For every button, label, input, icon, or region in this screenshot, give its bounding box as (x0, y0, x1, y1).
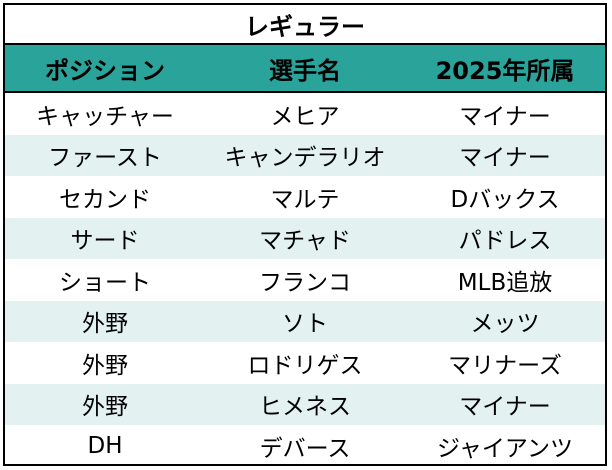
team-cell: Dバックス (450, 186, 560, 213)
position-cell: サード (70, 228, 140, 255)
table-title: レギュラー (5, 5, 605, 45)
player-cell: マルテ (270, 186, 340, 213)
table-row: 外野 ソト メッツ (5, 300, 605, 342)
player-cell: キャンデラリオ (224, 145, 386, 172)
column-header-team-2025: 2025年所属 (435, 56, 575, 85)
team-cell: ジャイアンツ (437, 435, 573, 462)
team-cell: マイナー (459, 103, 551, 130)
team-cell: メッツ (470, 311, 540, 338)
player-cell: ロドリゲス (247, 352, 363, 379)
player-cell: ヒメネス (259, 394, 351, 421)
player-cell: デバース (259, 435, 351, 462)
team-cell: マイナー (459, 145, 551, 172)
table-row: ファースト キャンデラリオ マイナー (5, 134, 605, 176)
team-cell: MLB追放 (457, 269, 553, 296)
team-cell: マイナー (459, 394, 551, 421)
table-row: 外野 ロドリゲス マリナーズ (5, 342, 605, 384)
table-row: DH デバース ジャイアンツ (5, 425, 605, 467)
table-row: キャッチャー メヒア マイナー (5, 93, 605, 135)
position-cell: ショート (59, 269, 151, 296)
position-cell: ファースト (48, 145, 162, 172)
table-row: サード マチャド パドレス (5, 217, 605, 259)
position-cell: 外野 (82, 352, 128, 379)
position-cell: セカンド (59, 186, 151, 213)
position-cell: キャッチャー (36, 103, 174, 130)
column-header-position: ポジション (45, 56, 165, 85)
player-cell: メヒア (270, 103, 340, 130)
column-header-player: 選手名 (269, 56, 341, 85)
table-header: ポジション 選手名 2025年所属 (5, 45, 605, 93)
position-cell: 外野 (82, 311, 128, 338)
table-row: ショート フランコ MLB追放 (5, 259, 605, 301)
player-cell: フランコ (259, 269, 351, 296)
player-cell: ソト (282, 311, 328, 338)
table-row: セカンド マルテ Dバックス (5, 176, 605, 218)
table-row: 外野 ヒメネス マイナー (5, 383, 605, 425)
player-cell: マチャド (259, 228, 351, 255)
position-cell: 外野 (82, 394, 128, 421)
team-cell: パドレス (458, 228, 552, 255)
team-cell: マリナーズ (448, 352, 562, 379)
roster-table: レギュラー ポジション 選手名 2025年所属 キャッチャー メヒア マイナー … (3, 3, 607, 466)
position-cell: DH (87, 432, 123, 459)
